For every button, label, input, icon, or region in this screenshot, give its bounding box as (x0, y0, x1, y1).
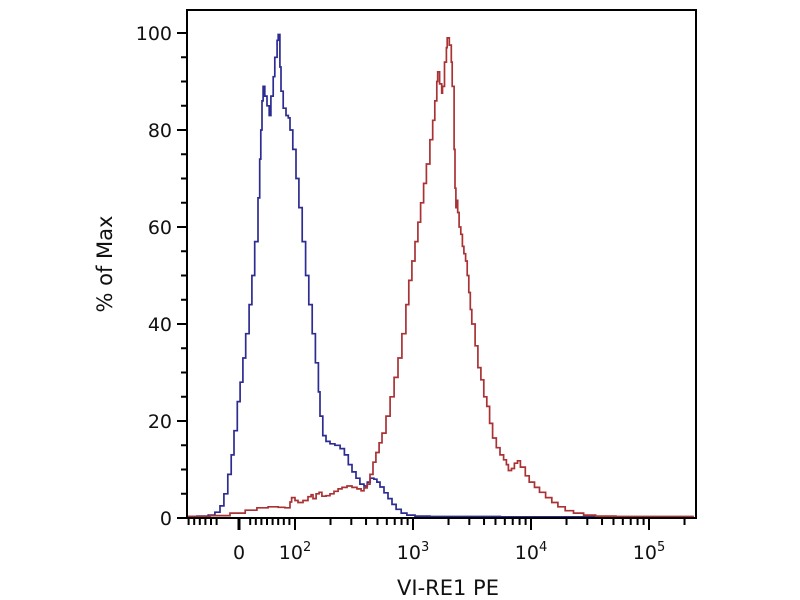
axis-tick-labels: 0 102 103 104 105 0 20 40 60 80 100 (136, 23, 666, 564)
x-tick-label: 103 (397, 540, 429, 564)
axis-ticks (177, 32, 686, 530)
y-tick-label: 80 (148, 120, 172, 142)
histogram-curves (186, 33, 694, 518)
x-axis-title: VI-RE1 PE (397, 576, 499, 600)
y-tick-label: 100 (136, 23, 172, 45)
red-histogram-curve (186, 37, 694, 518)
blue-histogram-curve (186, 33, 613, 518)
y-tick-label: 40 (148, 314, 172, 336)
y-axis-title: % of Max (93, 216, 117, 313)
y-tick-label: 60 (148, 217, 172, 239)
y-tick-label: 0 (160, 508, 172, 530)
x-tick-label: 0 (233, 542, 245, 564)
plot-frame (186, 9, 697, 519)
x-tick-label: 105 (633, 540, 665, 564)
x-tick-label: 104 (515, 540, 547, 564)
x-tick-label: 102 (279, 540, 311, 564)
y-tick-label: 20 (148, 411, 172, 433)
